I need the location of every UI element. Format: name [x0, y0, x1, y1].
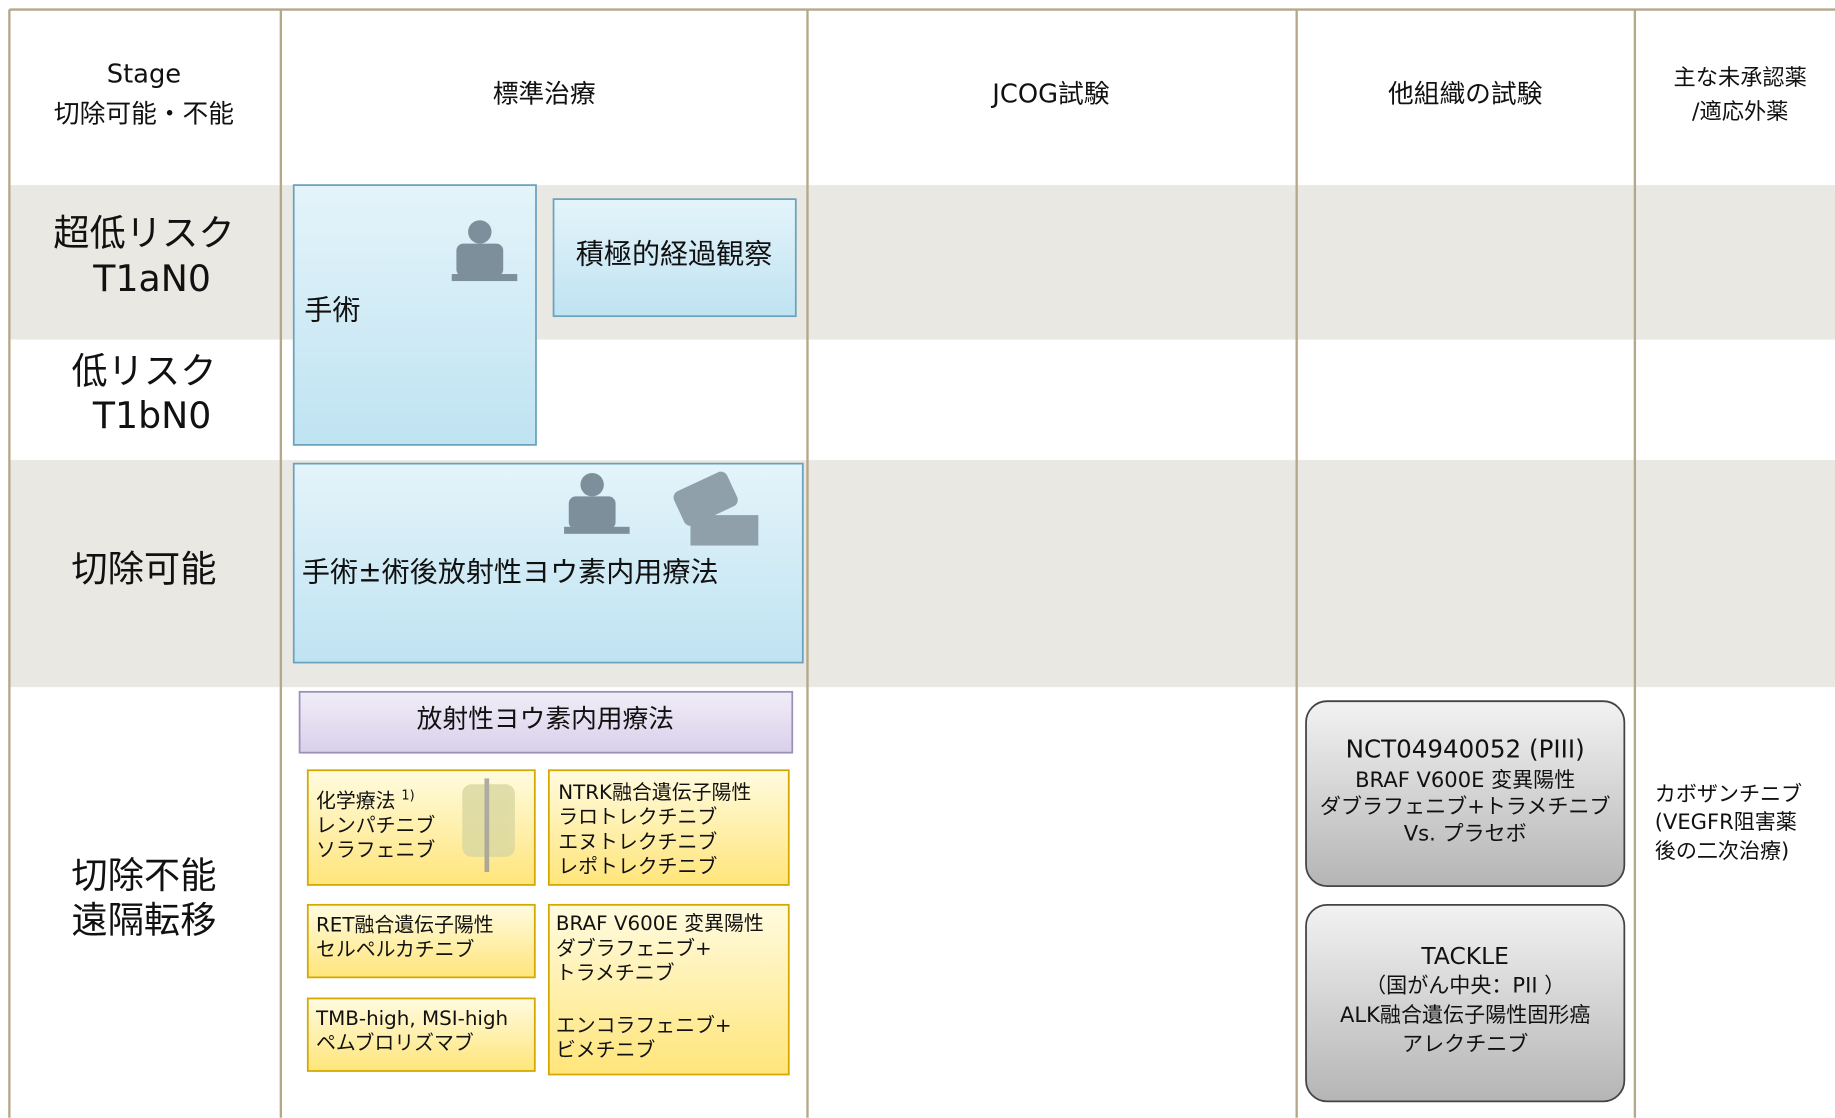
drug-boxes [306, 769, 790, 1076]
trial-text: アレクチニブ [1402, 1031, 1528, 1056]
iv-icon [462, 778, 515, 873]
row-band [9, 460, 1835, 688]
trial-text: BRAF V600E 変異陽性 [1355, 767, 1575, 792]
trial-box [1305, 903, 1626, 1103]
box-text: TMB-high, MSI-high [315, 1007, 508, 1030]
box-text: ラロトレクチニブ [558, 806, 717, 829]
footnote: 1) [401, 788, 414, 803]
trial-text: ダブラフェニブ+トラメチニブ [1320, 794, 1611, 819]
box-text: ソラフェニブ [316, 838, 435, 861]
trial-text: （国がん中央：PII ） [1365, 973, 1565, 998]
row-label: 切除不能 [71, 854, 216, 897]
header: /適応外薬 [1692, 99, 1788, 125]
header: 主な未承認薬 [1674, 65, 1807, 91]
trial-box [1305, 700, 1626, 887]
surgeon-icon [564, 472, 630, 534]
row-label: T1aN0 [92, 257, 211, 300]
box-text: 手術±術後放射性ヨウ素内用療法 [302, 556, 719, 589]
box-text: BRAF V600E 変異陽性 [556, 912, 764, 935]
row-label: 低リスク [71, 350, 216, 393]
surgeon-icon [451, 220, 518, 282]
grid [8, 8, 1835, 1118]
box-text: 放射性ヨウ素内用療法 [417, 704, 674, 734]
offlabel-text: カボザンチニブ [1655, 781, 1802, 806]
box-text: セルペルカチニブ [316, 938, 475, 961]
box-text: レポトレクチニブ [558, 855, 717, 878]
row-label: 遠隔転移 [71, 898, 216, 941]
header: 標準治療 [493, 79, 596, 109]
box-text: NTRK融合遺伝子陽性 [558, 781, 751, 804]
offlabel-text: 後の二次治療) [1655, 838, 1790, 863]
box-text: 手術 [304, 293, 360, 326]
box [298, 690, 794, 754]
box-text: ビメチニブ [556, 1039, 656, 1062]
box-text: トラメチニブ [556, 961, 675, 984]
header: Stage [107, 60, 181, 90]
box [292, 184, 537, 446]
box-text: ダブラフェニブ+ [556, 937, 712, 960]
row-band [9, 185, 1835, 340]
box-text: 化学療法 [316, 789, 396, 812]
row-label: T1bN0 [92, 394, 211, 437]
box-text: ペムブロリズマブ [316, 1032, 474, 1055]
offlabel-text: (VEGFR阻害薬 [1655, 809, 1797, 834]
row-label: 切除可能 [71, 547, 216, 590]
header: 切除可能・不能 [54, 99, 234, 129]
row-label: 超低リスク [53, 211, 234, 254]
trial-text: NCT04940052 (PIII) [1346, 734, 1585, 763]
box-text: エンコラフェニブ+ [556, 1014, 732, 1037]
header: JCOG試験 [990, 79, 1109, 109]
box [552, 198, 797, 318]
trial-text: Vs. プラセボ [1404, 821, 1527, 846]
trial-text: ALK融合遺伝子陽性固形癌 [1340, 1002, 1590, 1027]
header: 他組織の試験 [1388, 79, 1543, 109]
scanner-icon [673, 471, 759, 546]
box-text: 積極的経過観察 [576, 237, 773, 270]
box-text: レンパチニブ [316, 814, 435, 837]
trial-text: TACKLE [1420, 942, 1509, 970]
box-text: エヌトレクチニブ [558, 830, 717, 853]
box-text: RET融合遺伝子陽性 [316, 913, 494, 936]
